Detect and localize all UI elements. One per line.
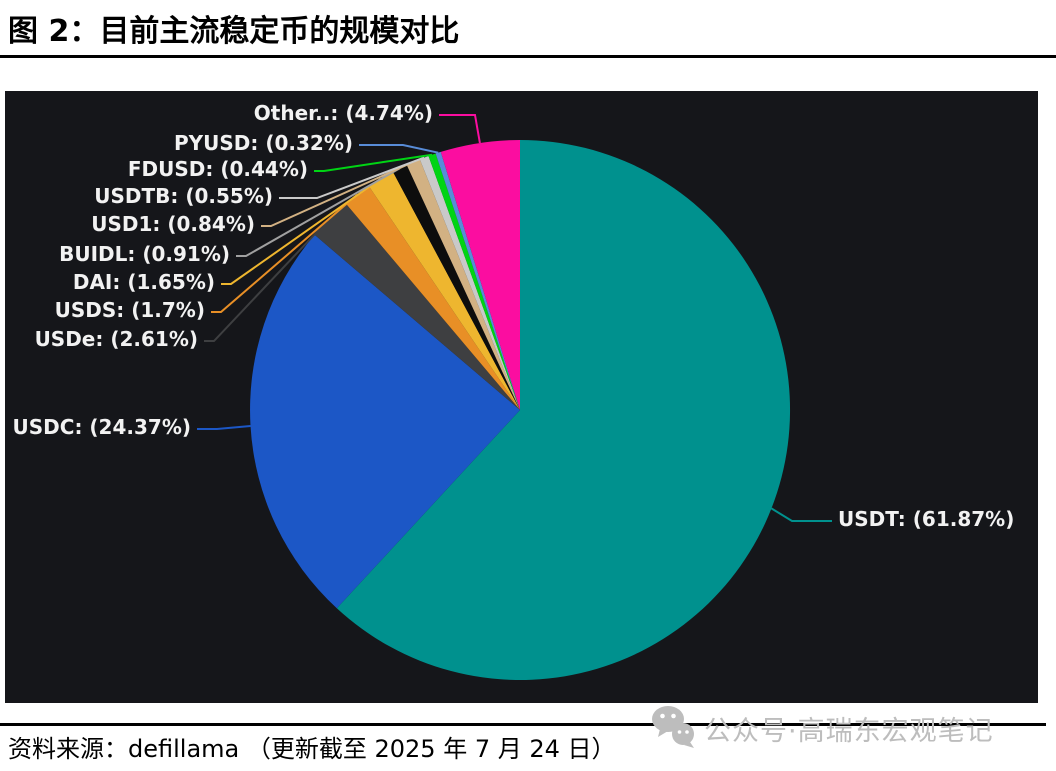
leader-line-USDS (211, 193, 358, 313)
leader-line-DAI (221, 177, 382, 285)
watermark: 公众号·高瑞东宏观笔记 (650, 704, 994, 752)
pie-slice-PYUSD (435, 151, 520, 410)
leader-line-USD1 (261, 161, 414, 227)
leader-line-USDT (770, 507, 832, 522)
pie-slice-USDS (345, 186, 520, 410)
wechat-icon (652, 706, 694, 748)
source-note: 资料来源：defillama （更新截至 2025 年 7 月 24 日） (8, 735, 616, 763)
leader-line-USDC (197, 425, 251, 430)
pie-slice-USDTB (419, 156, 520, 410)
leader-line-USDTB (279, 156, 425, 199)
pie-chart (197, 114, 832, 680)
pie-slice-BUIDL (392, 164, 520, 410)
pie-slice-USD1 (406, 159, 520, 410)
leader-line-Other.. (439, 114, 481, 144)
figure-title: 图 2：目前主流稳定币的规模对比 (8, 14, 460, 49)
pie-slice-USDe (314, 203, 520, 410)
pie-slice-USDC (250, 234, 520, 609)
leader-line-USDe (204, 217, 331, 342)
pie-slice-Other.. (440, 140, 520, 410)
leader-line-FDUSD (314, 153, 433, 172)
pie-slice-FDUSD (428, 153, 520, 410)
leader-line-BUIDL (236, 167, 401, 257)
watermark-text: 公众号·高瑞东宏观笔记 (704, 715, 994, 747)
leader-line-PYUSD (359, 144, 439, 154)
title-divider (0, 55, 1056, 58)
pie-slice-USDT (336, 140, 791, 680)
pie-slice-DAI (368, 171, 520, 410)
chart-panel: USDT: (61.87%) USDC: (24.37%) USDe: (2.61%… (5, 91, 1038, 703)
footer-divider (0, 723, 1046, 726)
